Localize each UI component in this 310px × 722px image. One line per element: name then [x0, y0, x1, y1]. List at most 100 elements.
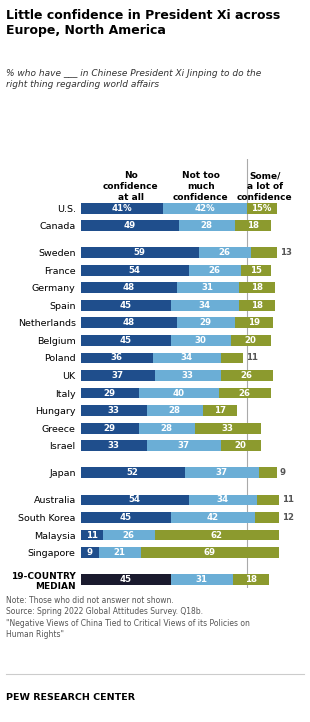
Text: 9: 9: [280, 469, 286, 477]
Text: 26: 26: [123, 531, 135, 539]
Bar: [185, 467, 259, 478]
Bar: [81, 318, 177, 329]
Text: 33: 33: [182, 371, 194, 380]
Bar: [81, 300, 170, 311]
Bar: [257, 495, 279, 505]
Bar: [81, 405, 147, 416]
Text: 15%: 15%: [251, 204, 272, 212]
Text: 26: 26: [219, 248, 231, 257]
Bar: [247, 203, 277, 214]
Text: 34: 34: [199, 301, 211, 310]
Text: 33: 33: [222, 424, 234, 432]
Bar: [99, 547, 141, 558]
Bar: [147, 440, 221, 451]
Bar: [81, 574, 170, 585]
Text: 28: 28: [169, 406, 181, 415]
Bar: [189, 495, 257, 505]
Text: 31: 31: [196, 575, 208, 584]
Text: 49: 49: [124, 221, 136, 230]
Text: 45: 45: [120, 336, 132, 345]
Bar: [177, 318, 235, 329]
Text: 29: 29: [200, 318, 212, 327]
Text: 12: 12: [282, 513, 294, 522]
Text: PEW RESEARCH CENTER: PEW RESEARCH CENTER: [6, 693, 135, 702]
Bar: [239, 300, 275, 311]
Bar: [81, 388, 139, 399]
Text: 19: 19: [248, 318, 260, 327]
Text: 36: 36: [111, 354, 123, 362]
Text: 9: 9: [86, 548, 93, 557]
Text: 30: 30: [195, 336, 206, 345]
Bar: [219, 388, 271, 399]
Bar: [259, 467, 277, 478]
Text: 21: 21: [114, 548, 126, 557]
Text: 11: 11: [246, 354, 258, 362]
Text: 31: 31: [202, 283, 214, 292]
Bar: [81, 203, 163, 214]
Text: 18: 18: [251, 283, 263, 292]
Text: Some/
a lot of
confidence: Some/ a lot of confidence: [237, 171, 293, 201]
Bar: [81, 248, 199, 258]
Text: 41%: 41%: [111, 204, 132, 212]
Bar: [231, 335, 271, 346]
Bar: [235, 318, 273, 329]
Text: 69: 69: [204, 548, 216, 557]
Text: Little confidence in President Xi across
Europe, North America: Little confidence in President Xi across…: [6, 9, 281, 37]
Text: 26: 26: [239, 388, 251, 398]
Bar: [81, 530, 103, 541]
Text: 48: 48: [122, 318, 135, 327]
Text: 26: 26: [241, 371, 253, 380]
Text: 52: 52: [127, 469, 139, 477]
Bar: [81, 282, 177, 293]
Text: Note: Those who did not answer not shown.
Source: Spring 2022 Global Attitudes S: Note: Those who did not answer not shown…: [6, 596, 250, 639]
Text: 45: 45: [120, 575, 132, 584]
Text: 17: 17: [214, 406, 226, 415]
Text: 40: 40: [173, 388, 185, 398]
Bar: [239, 282, 275, 293]
Text: 15: 15: [250, 266, 262, 275]
Text: 48: 48: [122, 283, 135, 292]
Bar: [81, 422, 139, 433]
Text: 28: 28: [201, 221, 213, 230]
Text: 20: 20: [235, 441, 247, 450]
Bar: [81, 220, 179, 231]
Bar: [81, 352, 153, 363]
Text: 11: 11: [86, 531, 98, 539]
Bar: [221, 440, 261, 451]
Bar: [141, 547, 279, 558]
Text: Not too
much
confidence: Not too much confidence: [173, 171, 228, 201]
Bar: [163, 203, 247, 214]
Text: 62: 62: [211, 531, 223, 539]
Text: No
confidence
at all: No confidence at all: [103, 171, 158, 201]
Text: 11: 11: [282, 495, 294, 505]
Text: 34: 34: [181, 354, 193, 362]
Text: 37: 37: [178, 441, 190, 450]
Text: 37: 37: [215, 469, 228, 477]
Text: 33: 33: [108, 406, 120, 415]
Bar: [81, 370, 155, 381]
Text: 59: 59: [134, 248, 146, 257]
Text: 18: 18: [247, 221, 259, 230]
Bar: [235, 220, 271, 231]
Bar: [155, 530, 279, 541]
Bar: [81, 547, 99, 558]
Bar: [81, 512, 170, 523]
Bar: [81, 440, 147, 451]
Text: 18: 18: [251, 301, 263, 310]
Bar: [255, 512, 279, 523]
Bar: [179, 220, 235, 231]
Bar: [189, 265, 241, 276]
Bar: [170, 335, 231, 346]
Text: 20: 20: [245, 336, 257, 345]
Bar: [251, 248, 277, 258]
Bar: [170, 574, 233, 585]
Text: 29: 29: [104, 424, 116, 432]
Bar: [155, 370, 221, 381]
Bar: [233, 574, 269, 585]
Text: 18: 18: [245, 575, 257, 584]
Bar: [81, 467, 185, 478]
Text: 45: 45: [120, 301, 132, 310]
Text: 28: 28: [161, 424, 173, 432]
Bar: [139, 422, 195, 433]
Bar: [147, 405, 203, 416]
